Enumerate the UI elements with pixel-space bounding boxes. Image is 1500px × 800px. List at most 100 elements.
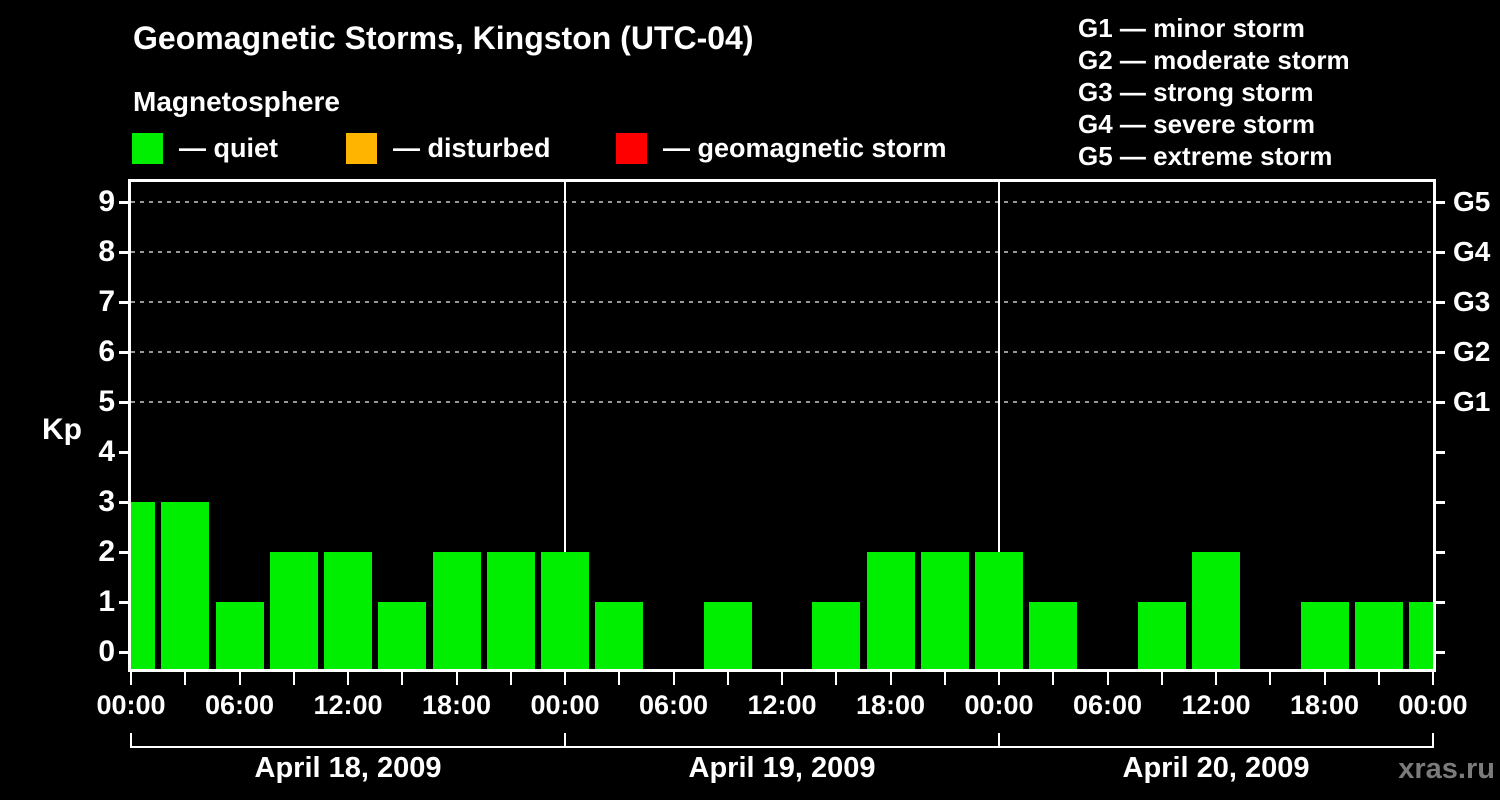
kp-bar <box>1409 602 1433 669</box>
x-axis-tick <box>347 672 349 685</box>
kp-bar <box>269 552 318 669</box>
y-axis-tick-right <box>1433 451 1445 454</box>
x-axis-label: 06:00 <box>1072 690 1143 720</box>
x-axis-tick <box>618 672 621 685</box>
quiet-color-swatch <box>132 133 163 164</box>
kp-bar <box>1029 602 1078 669</box>
x-axis-label: 06:00 <box>638 690 709 720</box>
y-axis-tick <box>119 401 131 404</box>
date-bracket-line <box>131 746 1433 748</box>
y-axis-tick-right <box>1433 501 1445 504</box>
y-axis-title: Kp <box>42 413 82 446</box>
y-axis-label: 4 <box>98 435 115 468</box>
gridline-kp9 <box>131 201 1433 203</box>
y-axis-label: 9 <box>98 185 115 218</box>
x-axis-label: 12:00 <box>747 690 817 720</box>
x-axis-label: 00:00 <box>96 690 166 720</box>
legend-item-quiet: — quiet <box>132 133 278 164</box>
g-legend-item-g4: G4 — severe storm <box>1078 109 1316 139</box>
y-axis-tick <box>119 201 131 204</box>
date-bracket-tick <box>998 733 1000 748</box>
x-axis-tick <box>184 672 187 685</box>
x-axis-label: 00:00 <box>964 690 1034 720</box>
y-axis-label: 3 <box>98 485 115 518</box>
kp-bar <box>1354 602 1403 669</box>
bars-area <box>131 182 1433 669</box>
date-label: April 18, 2009 <box>254 752 442 784</box>
y-axis-tick <box>119 451 131 454</box>
x-axis-tick <box>1052 672 1055 685</box>
x-axis-label: 00:00 <box>530 690 600 720</box>
kp-bar <box>703 602 752 669</box>
x-axis-tick <box>564 672 566 685</box>
y-axis-tick-right <box>1433 301 1445 304</box>
y-axis-tick-right <box>1433 201 1445 204</box>
kp-bar <box>1192 552 1240 669</box>
date-bracket-tick <box>130 733 132 748</box>
y-axis-tick-right <box>1433 601 1445 604</box>
y-axis-tick <box>119 301 131 304</box>
x-axis-tick <box>889 672 892 685</box>
gridline-kp7 <box>131 301 1433 303</box>
g-scale-legend: G1 — minor storm G2 — moderate storm G3 … <box>1078 12 1350 172</box>
g-scale-label: G1 <box>1453 386 1491 417</box>
kp-bar <box>378 602 427 669</box>
chart-subtitle: Magnetosphere <box>133 86 340 117</box>
kp-bar <box>486 552 535 669</box>
x-axis-label: 18:00 <box>1289 690 1360 720</box>
kp-bar <box>1300 602 1349 669</box>
y-axis-tick <box>119 351 131 354</box>
g-legend-item-g3: G3 — strong storm <box>1078 77 1314 107</box>
disturbed-color-swatch <box>346 133 377 164</box>
x-axis-label: 12:00 <box>1181 690 1251 720</box>
x-axis-tick <box>943 672 946 685</box>
gridline-kp8 <box>131 251 1433 253</box>
x-axis-tick <box>1377 672 1380 685</box>
kp-bar <box>131 502 155 669</box>
x-axis-tick <box>1323 672 1326 685</box>
kp-bar <box>541 552 589 669</box>
g-legend-item-g5: G5 — extreme storm <box>1078 141 1333 171</box>
date-label: April 20, 2009 <box>1122 752 1310 784</box>
kp-bar <box>920 552 969 669</box>
y-axis-label: 1 <box>98 585 115 618</box>
g-legend-item-g1: G1 — minor storm <box>1078 13 1305 43</box>
kp-bar <box>432 552 481 669</box>
kp-bar <box>866 552 915 669</box>
y-axis-label: 5 <box>98 385 115 418</box>
x-axis-tick <box>292 672 295 685</box>
g-scale-label: G5 <box>1453 186 1491 217</box>
date-label: April 19, 2009 <box>688 752 876 784</box>
x-axis-label: 06:00 <box>204 690 275 720</box>
x-axis-label: 12:00 <box>313 690 383 720</box>
g-legend-item-g2: G2 — moderate storm <box>1078 45 1350 75</box>
legend-label-disturbed: — disturbed <box>393 133 551 163</box>
x-axis-tick <box>726 672 729 685</box>
page-title: Geomagnetic Storms, Kingston (UTC-04) <box>133 20 754 56</box>
y-axis-tick-right <box>1433 351 1445 354</box>
y-axis-tick-right <box>1433 401 1445 404</box>
x-axis-tick <box>238 672 241 685</box>
g-scale-label: G3 <box>1453 286 1491 317</box>
x-axis-tick <box>835 672 838 685</box>
legend-item-geomagnetic-storm: — geomagnetic storm <box>616 133 947 164</box>
kp-bar <box>812 602 861 669</box>
x-axis-tick <box>1215 672 1217 685</box>
y-axis-tick <box>119 601 131 604</box>
x-axis-tick <box>130 672 132 685</box>
kp-bar <box>215 602 264 669</box>
y-axis-tick-right <box>1433 551 1445 554</box>
x-axis-tick <box>781 672 783 685</box>
y-axis-label: 6 <box>98 335 115 368</box>
x-axis-label: 00:00 <box>1398 690 1468 720</box>
x-axis-label: 18:00 <box>421 690 492 720</box>
legend-label-geomagnetic-storm: — geomagnetic storm <box>663 133 947 163</box>
watermark: xras.ru <box>1398 753 1495 785</box>
kp-bar <box>595 602 644 669</box>
x-axis-tick <box>401 672 404 685</box>
kp-bar <box>161 502 210 669</box>
x-axis-tick <box>672 672 675 685</box>
y-axis-tick <box>119 551 131 554</box>
date-bracket-tick <box>1432 733 1434 748</box>
